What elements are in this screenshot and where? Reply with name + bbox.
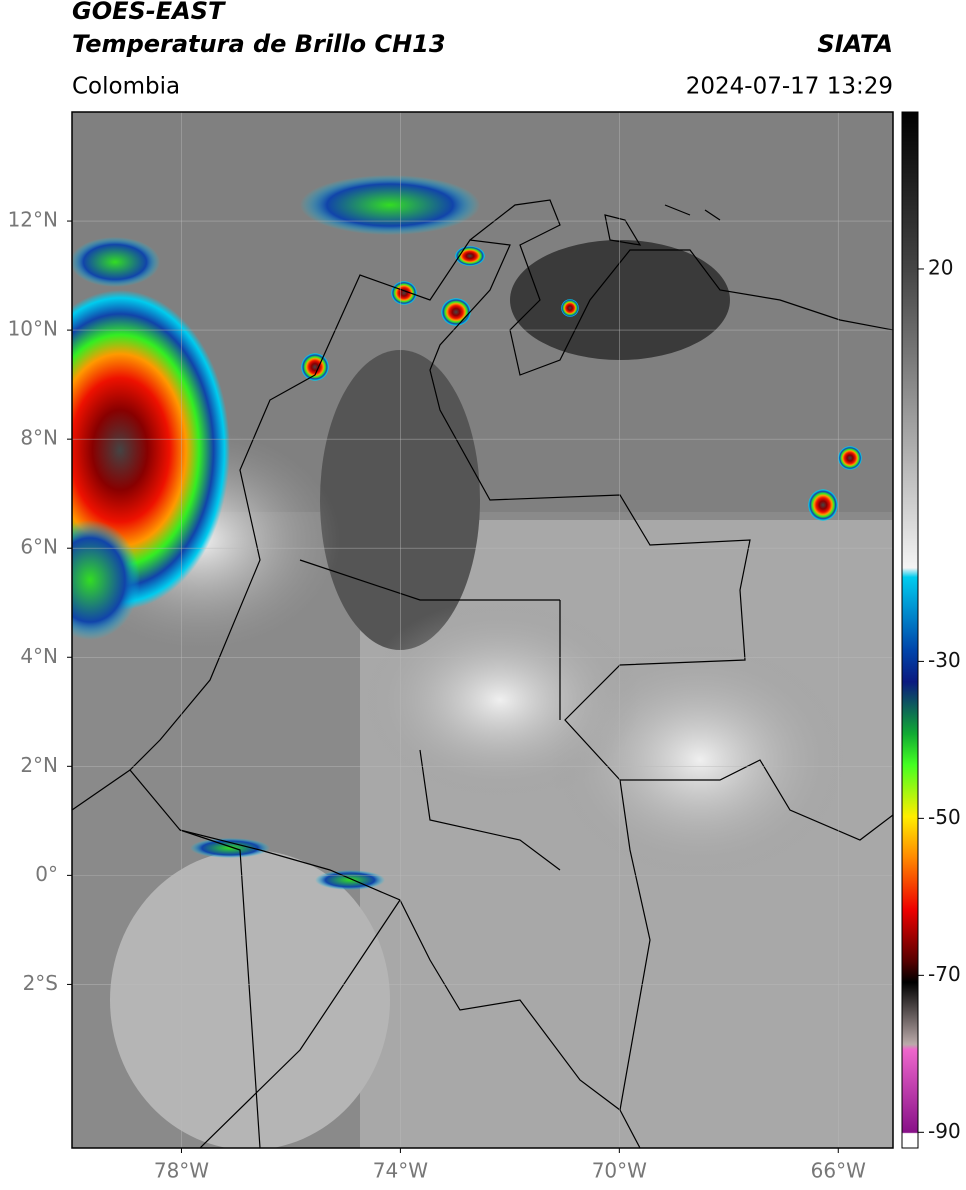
- y-tick-label: 10°N: [8, 317, 58, 341]
- y-tick-label: 4°N: [20, 644, 58, 668]
- subtitle: Temperatura de Brillo CH13: [72, 30, 446, 58]
- source: SIATA: [817, 30, 893, 58]
- y-tick-label: 0°: [35, 862, 58, 886]
- y-tick-label: 2°N: [20, 753, 58, 777]
- y-tick-label: 8°N: [20, 426, 58, 450]
- timestamp: 2024-07-17 13:29: [686, 74, 893, 100]
- y-tick-label: 2°S: [23, 971, 58, 995]
- y-tick-label: 12°N: [8, 208, 58, 232]
- title: GOES-EAST: [72, 0, 226, 25]
- region: Colombia: [72, 74, 180, 100]
- colorbar-tick-label: -30: [928, 648, 961, 672]
- colorbar-tick-label: 20: [928, 255, 953, 279]
- grid: [72, 112, 893, 1148]
- x-tick-label: 66°W: [811, 1159, 866, 1183]
- colorbar-tick-label: -90: [928, 1119, 961, 1143]
- y-tick-label: 6°N: [20, 535, 58, 559]
- x-tick-label: 78°W: [154, 1159, 209, 1183]
- x-tick-label: 70°W: [592, 1159, 647, 1183]
- colorbar-tick-label: -70: [928, 962, 961, 986]
- colorbar-tick-label: -50: [928, 805, 961, 829]
- borders: [72, 199, 893, 1148]
- x-tick-label: 74°W: [373, 1159, 428, 1183]
- map-frame: [71, 111, 894, 1149]
- colorbar: [901, 111, 919, 1149]
